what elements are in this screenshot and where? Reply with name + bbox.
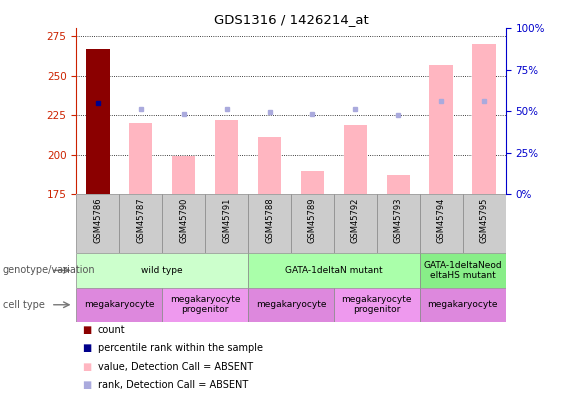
Text: megakaryocyte: megakaryocyte [256, 300, 326, 309]
Text: wild type: wild type [141, 266, 183, 275]
Bar [248, 194, 291, 253]
Text: ■: ■ [82, 325, 91, 335]
Text: GATA-1deltaNeod
eltaHS mutant: GATA-1deltaNeod eltaHS mutant [423, 261, 502, 280]
Bar [162, 194, 205, 253]
Text: ■: ■ [82, 362, 91, 371]
Text: GSM45795: GSM45795 [480, 197, 489, 243]
Text: megakaryocyte
progenitor: megakaryocyte progenitor [170, 295, 240, 314]
Bar [258, 137, 281, 194]
Bar [172, 156, 195, 194]
Bar [76, 288, 162, 322]
Text: genotype/variation: genotype/variation [3, 265, 95, 275]
Text: ■: ■ [82, 343, 91, 353]
Text: megakaryocyte: megakaryocyte [84, 300, 154, 309]
Bar [291, 194, 334, 253]
Bar [334, 288, 420, 322]
Bar [472, 44, 496, 194]
Text: value, Detection Call = ABSENT: value, Detection Call = ABSENT [98, 362, 253, 371]
Bar [119, 194, 162, 253]
Bar [420, 194, 463, 253]
Bar [248, 288, 334, 322]
Bar [301, 171, 324, 194]
Bar [86, 49, 110, 194]
Text: GSM45787: GSM45787 [136, 197, 145, 243]
Text: GSM45793: GSM45793 [394, 197, 403, 243]
Bar [76, 194, 119, 253]
Bar [377, 194, 420, 253]
Text: megakaryocyte: megakaryocyte [428, 300, 498, 309]
Text: GSM45788: GSM45788 [265, 197, 274, 243]
Bar [420, 288, 506, 322]
Text: cell type: cell type [3, 300, 45, 310]
Text: count: count [98, 325, 125, 335]
Text: GSM45790: GSM45790 [179, 197, 188, 243]
Bar [386, 175, 410, 194]
Text: ■: ■ [82, 380, 91, 390]
Text: GSM45789: GSM45789 [308, 197, 317, 243]
Bar [420, 253, 506, 288]
Bar [162, 288, 248, 322]
Bar [344, 125, 367, 194]
Text: GSM45794: GSM45794 [437, 197, 446, 243]
Title: GDS1316 / 1426214_at: GDS1316 / 1426214_at [214, 13, 368, 26]
Bar [215, 120, 238, 194]
Bar [129, 123, 153, 194]
Text: GSM45791: GSM45791 [222, 197, 231, 243]
Bar [463, 194, 506, 253]
Bar [205, 194, 248, 253]
Text: GATA-1deltaN mutant: GATA-1deltaN mutant [285, 266, 383, 275]
Text: rank, Detection Call = ABSENT: rank, Detection Call = ABSENT [98, 380, 248, 390]
Bar [248, 253, 420, 288]
Text: GSM45786: GSM45786 [93, 197, 102, 243]
Text: megakaryocyte
progenitor: megakaryocyte progenitor [342, 295, 412, 314]
Bar [429, 65, 453, 194]
Bar [76, 253, 248, 288]
Text: GSM45792: GSM45792 [351, 197, 360, 243]
Text: percentile rank within the sample: percentile rank within the sample [98, 343, 263, 353]
Bar [334, 194, 377, 253]
